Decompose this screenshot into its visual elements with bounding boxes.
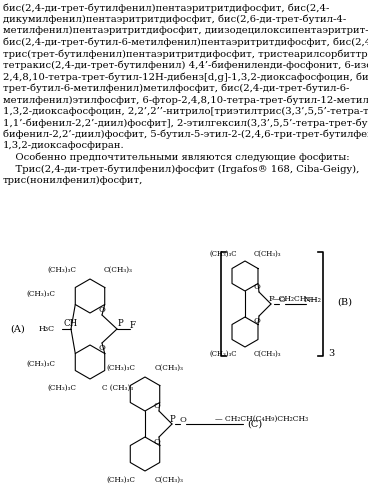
Text: O: O <box>180 416 187 424</box>
Text: (B): (B) <box>337 297 352 306</box>
Text: O: O <box>153 402 160 410</box>
Text: (CH₃)₃C: (CH₃)₃C <box>209 250 237 258</box>
Text: (CH₃)₃C: (CH₃)₃C <box>106 476 135 484</box>
Text: O: O <box>254 283 261 291</box>
Text: C(CH₃)₃: C(CH₃)₃ <box>253 350 281 358</box>
Text: NH₂: NH₂ <box>304 296 322 304</box>
Text: трис(нонилфенил)фосфит,: трис(нонилфенил)фосфит, <box>3 176 144 185</box>
Text: трис(трет-бутилфенил)пентаэритритдифосфит, тристеарилсорбиттрифосфит,: трис(трет-бутилфенил)пентаэритритдифосфи… <box>3 49 368 58</box>
Text: C(CH₃)₃: C(CH₃)₃ <box>253 250 281 258</box>
Text: бифенил-2,2’-диил)фосфит, 5-бутил-5-этил-2-(2,4,6-три-трет-бутилфенокси)-: бифенил-2,2’-диил)фосфит, 5-бутил-5-этил… <box>3 130 368 139</box>
Text: (A): (A) <box>10 324 25 333</box>
Text: H₃C: H₃C <box>39 325 55 333</box>
Text: 3: 3 <box>328 348 334 357</box>
Text: 1,1’-бифенил-2,2’-диил)фосфит], 2-этилгексил(3,3’,5,5’-тетра-трет-бутил-1,1’-: 1,1’-бифенил-2,2’-диил)фосфит], 2-этилге… <box>3 118 368 128</box>
Text: CH: CH <box>64 319 78 328</box>
Text: (CH₃)₃C: (CH₃)₃C <box>209 350 237 358</box>
Text: F: F <box>130 320 136 329</box>
Text: O: O <box>99 306 106 314</box>
Text: метилфенил)этилфосфит, 6-фтор-2,4,8,10-тетра-трет-бутил-12-метилди­бенз[d,g]-: метилфенил)этилфосфит, 6-фтор-2,4,8,10-т… <box>3 95 368 104</box>
Text: (C): (C) <box>247 420 262 429</box>
Text: Особенно предпочтительными являются следующие фосфиты:: Особенно предпочтительными являются след… <box>3 153 350 162</box>
Text: C(CH₃)₃: C(CH₃)₃ <box>155 476 184 484</box>
Text: (CH₃)₃C: (CH₃)₃C <box>47 384 77 392</box>
Text: — CH₂CH(C₄H₉)CH₂CH₃: — CH₂CH(C₄H₉)CH₂CH₃ <box>215 415 308 423</box>
Text: тетракис(2,4-ди-трет-бутилфенил) 4,4’-бифениленди­фосфонит, 6-изооктилокси-: тетракис(2,4-ди-трет-бутилфенил) 4,4’-би… <box>3 60 368 70</box>
Text: C(CH₃)₃: C(CH₃)₃ <box>155 364 184 372</box>
Text: O: O <box>99 344 106 352</box>
Text: —CH₂CH₂—: —CH₂CH₂— <box>272 295 318 303</box>
Text: C (CH₃)₃: C (CH₃)₃ <box>102 384 134 392</box>
Text: Трис(2,4-ди-трет-бутилфенил)фосфит (Irgafos® 168, Ciba-Geigy),: Трис(2,4-ди-трет-бутилфенил)фосфит (Irga… <box>3 164 360 174</box>
Text: P: P <box>268 295 274 303</box>
Text: (CH₃)₃C: (CH₃)₃C <box>26 290 55 298</box>
Text: дикумилфенил)пентаэритритдифосфит, бис(2,6-ди-трет-бутил-4-: дикумилфенил)пентаэритритдифосфит, бис(2… <box>3 14 346 24</box>
Text: 1,3,2-диоксафосфиран.: 1,3,2-диоксафосфиран. <box>3 141 125 150</box>
Text: трет-бутил-6-метилфенил)метилфосфит, бис(2,4-ди-трет-бутил-6-: трет-бутил-6-метилфенил)метилфосфит, бис… <box>3 83 349 93</box>
Text: P: P <box>169 415 175 424</box>
Text: бис(2,4-ди-трет-бутил-6-метилфенил)пентаэритритдифосфит, бис(2,4,6-: бис(2,4-ди-трет-бутил-6-метилфенил)пента… <box>3 37 368 47</box>
Text: метилфенил)пентаэритритдифосфит, диизодецилоксипентаэритрит­dифосфит,: метилфенил)пентаэритритдифосфит, диизоде… <box>3 26 368 35</box>
Text: 1,3,2-диоксафосфоцин, 2,2’,2’’-нитрило[триэтилтрис(3,3’,5,5’-тетра-трет-бутил-: 1,3,2-диоксафосфоцин, 2,2’,2’’-нитрило[т… <box>3 106 368 116</box>
Text: C(CH₃)₃: C(CH₃)₃ <box>103 266 132 274</box>
Text: 2,4,8,10-тетра-трет-бутил-12H-дибенз[d,g]-1,3,2-диоксафосфоцин, бис(2,4-ди-: 2,4,8,10-тетра-трет-бутил-12H-дибенз[d,g… <box>3 72 368 81</box>
Text: бис(2,4-ди-трет-бутилфенил)пентаэритритдифосфит, бис(2,4-: бис(2,4-ди-трет-бутилфенил)пентаэритритд… <box>3 3 329 12</box>
Text: O: O <box>279 296 286 304</box>
Text: P: P <box>117 319 123 328</box>
Text: (CH₃)₃C: (CH₃)₃C <box>26 360 55 368</box>
Text: (CH₃)₃C: (CH₃)₃C <box>47 266 77 274</box>
Text: (CH₃)₃C: (CH₃)₃C <box>106 364 135 372</box>
Text: O: O <box>153 438 160 446</box>
Text: O: O <box>254 317 261 325</box>
